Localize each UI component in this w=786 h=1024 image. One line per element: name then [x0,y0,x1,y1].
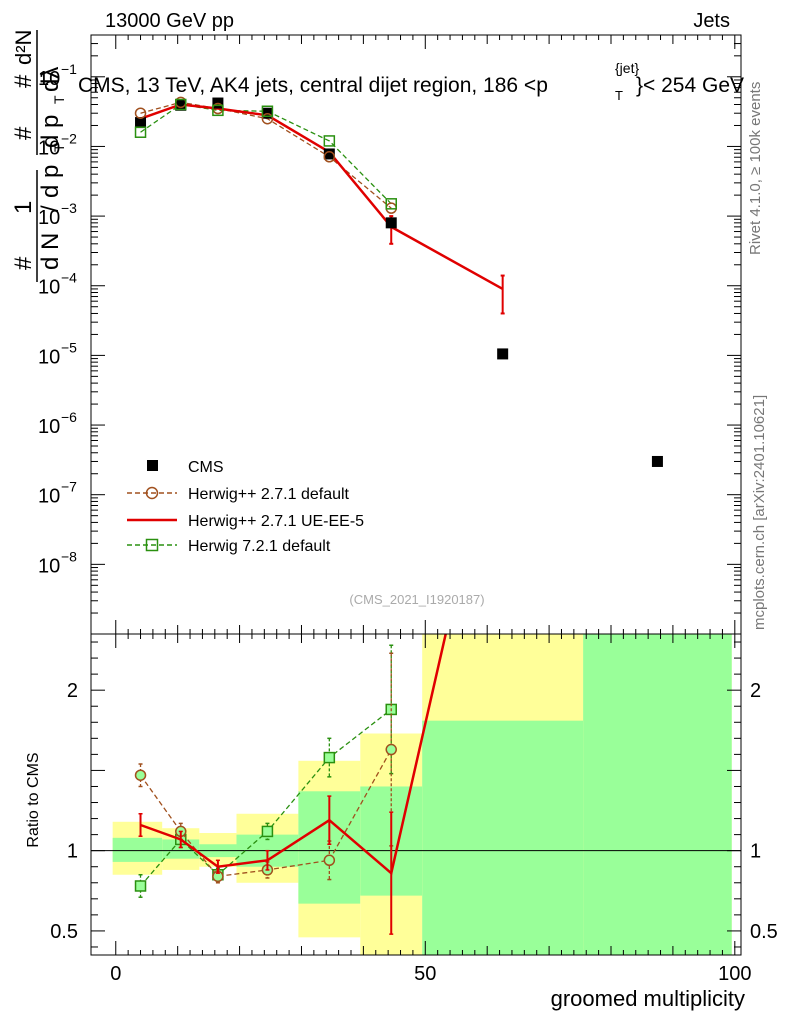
mcplots-reference-label: mcplots.cern.ch [arXiv:2401.10621] [751,395,768,630]
legend-marker-cms [147,460,158,471]
top-ytick-exponent-2: −3 [61,200,77,216]
x-axis-label: groomed multiplicity [551,986,745,1011]
ratio-ytick-label-right-0: 2 [750,680,761,702]
plot-title: CMS, 13 TeV, AK4 jets, central dijet reg… [78,60,744,103]
top-point-herwig721-5 [385,198,397,210]
top-point-herwig721-4 [323,135,336,147]
top-point-herwig721-3 [261,105,274,118]
ratio-line-herwig721 [140,708,392,887]
ratio-band-green-0 [112,837,163,862]
ratio-ytick-label-left-1: 1 [67,841,78,863]
top-ytick-exponent-4: −5 [61,339,77,355]
ratio-point-herwig271-5 [385,743,397,756]
ylabel-T-2: T [51,95,67,104]
ylabel-dlambda: dλ [37,67,64,92]
top-point-cms-7 [651,455,663,467]
ratio-band-green-7 [583,634,732,955]
ratio-uncertainty-bands [91,634,741,955]
ratio-ytick-label-right-1: 1 [750,841,761,863]
plot-title-end: }< 254 GeV [636,74,744,97]
top-ytick-label-0: 10 [38,68,60,90]
x-tick-label-0: 0 [110,963,121,985]
top-ytick-label-5: 10 [38,416,60,438]
y-axis-label-top: # 1 d N / d p T # d p T dλ # d²N [10,30,67,282]
plot-title-sup: {jet} [615,60,639,76]
plot-title-main: CMS, 13 TeV, AK4 jets, central dijet reg… [78,74,548,97]
top-ytick-label-1: 10 [38,137,60,159]
rivet-version-label: Rivet 4.1.0, ≥ 100k events [747,82,764,255]
top-line-herwig721 [140,103,392,205]
ylabel-one: 1 [10,201,37,214]
top-panel-series [134,96,663,467]
top-ytick-exponent-6: −7 [61,479,77,495]
ratio-ytick-label-right-2: 0.5 [750,921,778,943]
ratio-point-herwig271-4 [323,854,336,867]
ylabel-d2N: d²N [11,30,36,65]
top-ytick-exponent-0: −1 [61,61,77,77]
ratio-band-green-1 [162,839,200,859]
ylabel-hash-3: # [10,74,37,88]
plot-title-sub: T [615,88,623,103]
ratio-line-herwig271 [139,749,392,878]
top-ytick-label-3: 10 [38,277,60,299]
top-point-herwig721-1 [175,98,187,111]
ylabel-hash-1: # [10,256,37,270]
ratio-point-herwig721-3 [261,825,274,838]
legend-label-herwig271: Herwig++ 2.7.1 default [188,486,350,503]
ratio-panel-frame [90,633,742,956]
top-ytick-label-2: 10 [38,207,60,229]
top-line-herwig271 [140,101,392,209]
ylabel-slash: / [37,205,64,212]
top-point-cms-4 [323,148,335,160]
top-ytick-exponent-1: −2 [61,130,77,146]
top-ytick-exponent-3: −4 [61,270,77,286]
analysis-tag: (CMS_2021_I1920187) [349,592,484,607]
top-point-cms-6 [497,348,509,360]
ratio-ytick-label-left-2: 0.5 [50,921,78,943]
top-line-herwig-ue [140,103,504,291]
ylabel-dN: d N [37,233,64,270]
legend-label-herwig-ue: Herwig++ 2.7.1 UE-EE-5 [188,513,364,530]
top-point-cms-0 [135,117,147,129]
top-ytick-label-4: 10 [38,346,60,368]
top-point-herwig721-0 [134,126,147,138]
top-point-cms-1 [175,99,187,111]
ylabel-dp-2: d p [37,115,64,148]
top-ytick-label-7: 10 [38,555,60,577]
header-category-label: Jets [693,10,730,32]
legend-label-herwig721: Herwig 7.2.1 default [188,538,331,555]
header-energy-label: 13000 GeV pp [105,10,234,32]
ylabel-hash-2: # [10,126,37,140]
ratio-panel-series [134,633,447,935]
top-ytick-exponent-7: −8 [61,548,77,564]
legend-label-cms: CMS [188,459,224,476]
top-point-herwig271-4 [323,151,336,163]
ratio-band-green-6 [422,720,584,955]
top-ytick-exponent-5: −6 [61,409,77,425]
legend-marker-herwig271 [145,486,159,500]
y-axis-label-ratio: Ratio to CMS [25,752,42,847]
legend: CMS Herwig++ 2.7.1 default Herwig++ 2.7.… [127,459,364,555]
top-ytick-label-6: 10 [38,486,60,508]
x-tick-label-2: 100 [718,963,751,985]
ratio-point-herwig271-0 [134,769,147,781]
top-point-herwig721-2 [212,104,224,117]
top-point-herwig271-3 [261,112,274,125]
ratio-point-herwig721-0 [134,880,147,892]
ratio-point-herwig721-4 [323,751,336,764]
ylabel-T-1: T [51,143,67,152]
ylabel-dp-1: d p [37,165,64,198]
top-point-cms-5 [385,217,397,229]
ratio-ytick-label-left-0: 2 [67,680,78,702]
top-point-herwig271-0 [134,107,147,119]
legend-marker-herwig721 [145,538,159,552]
x-tick-label-1: 50 [414,963,436,985]
